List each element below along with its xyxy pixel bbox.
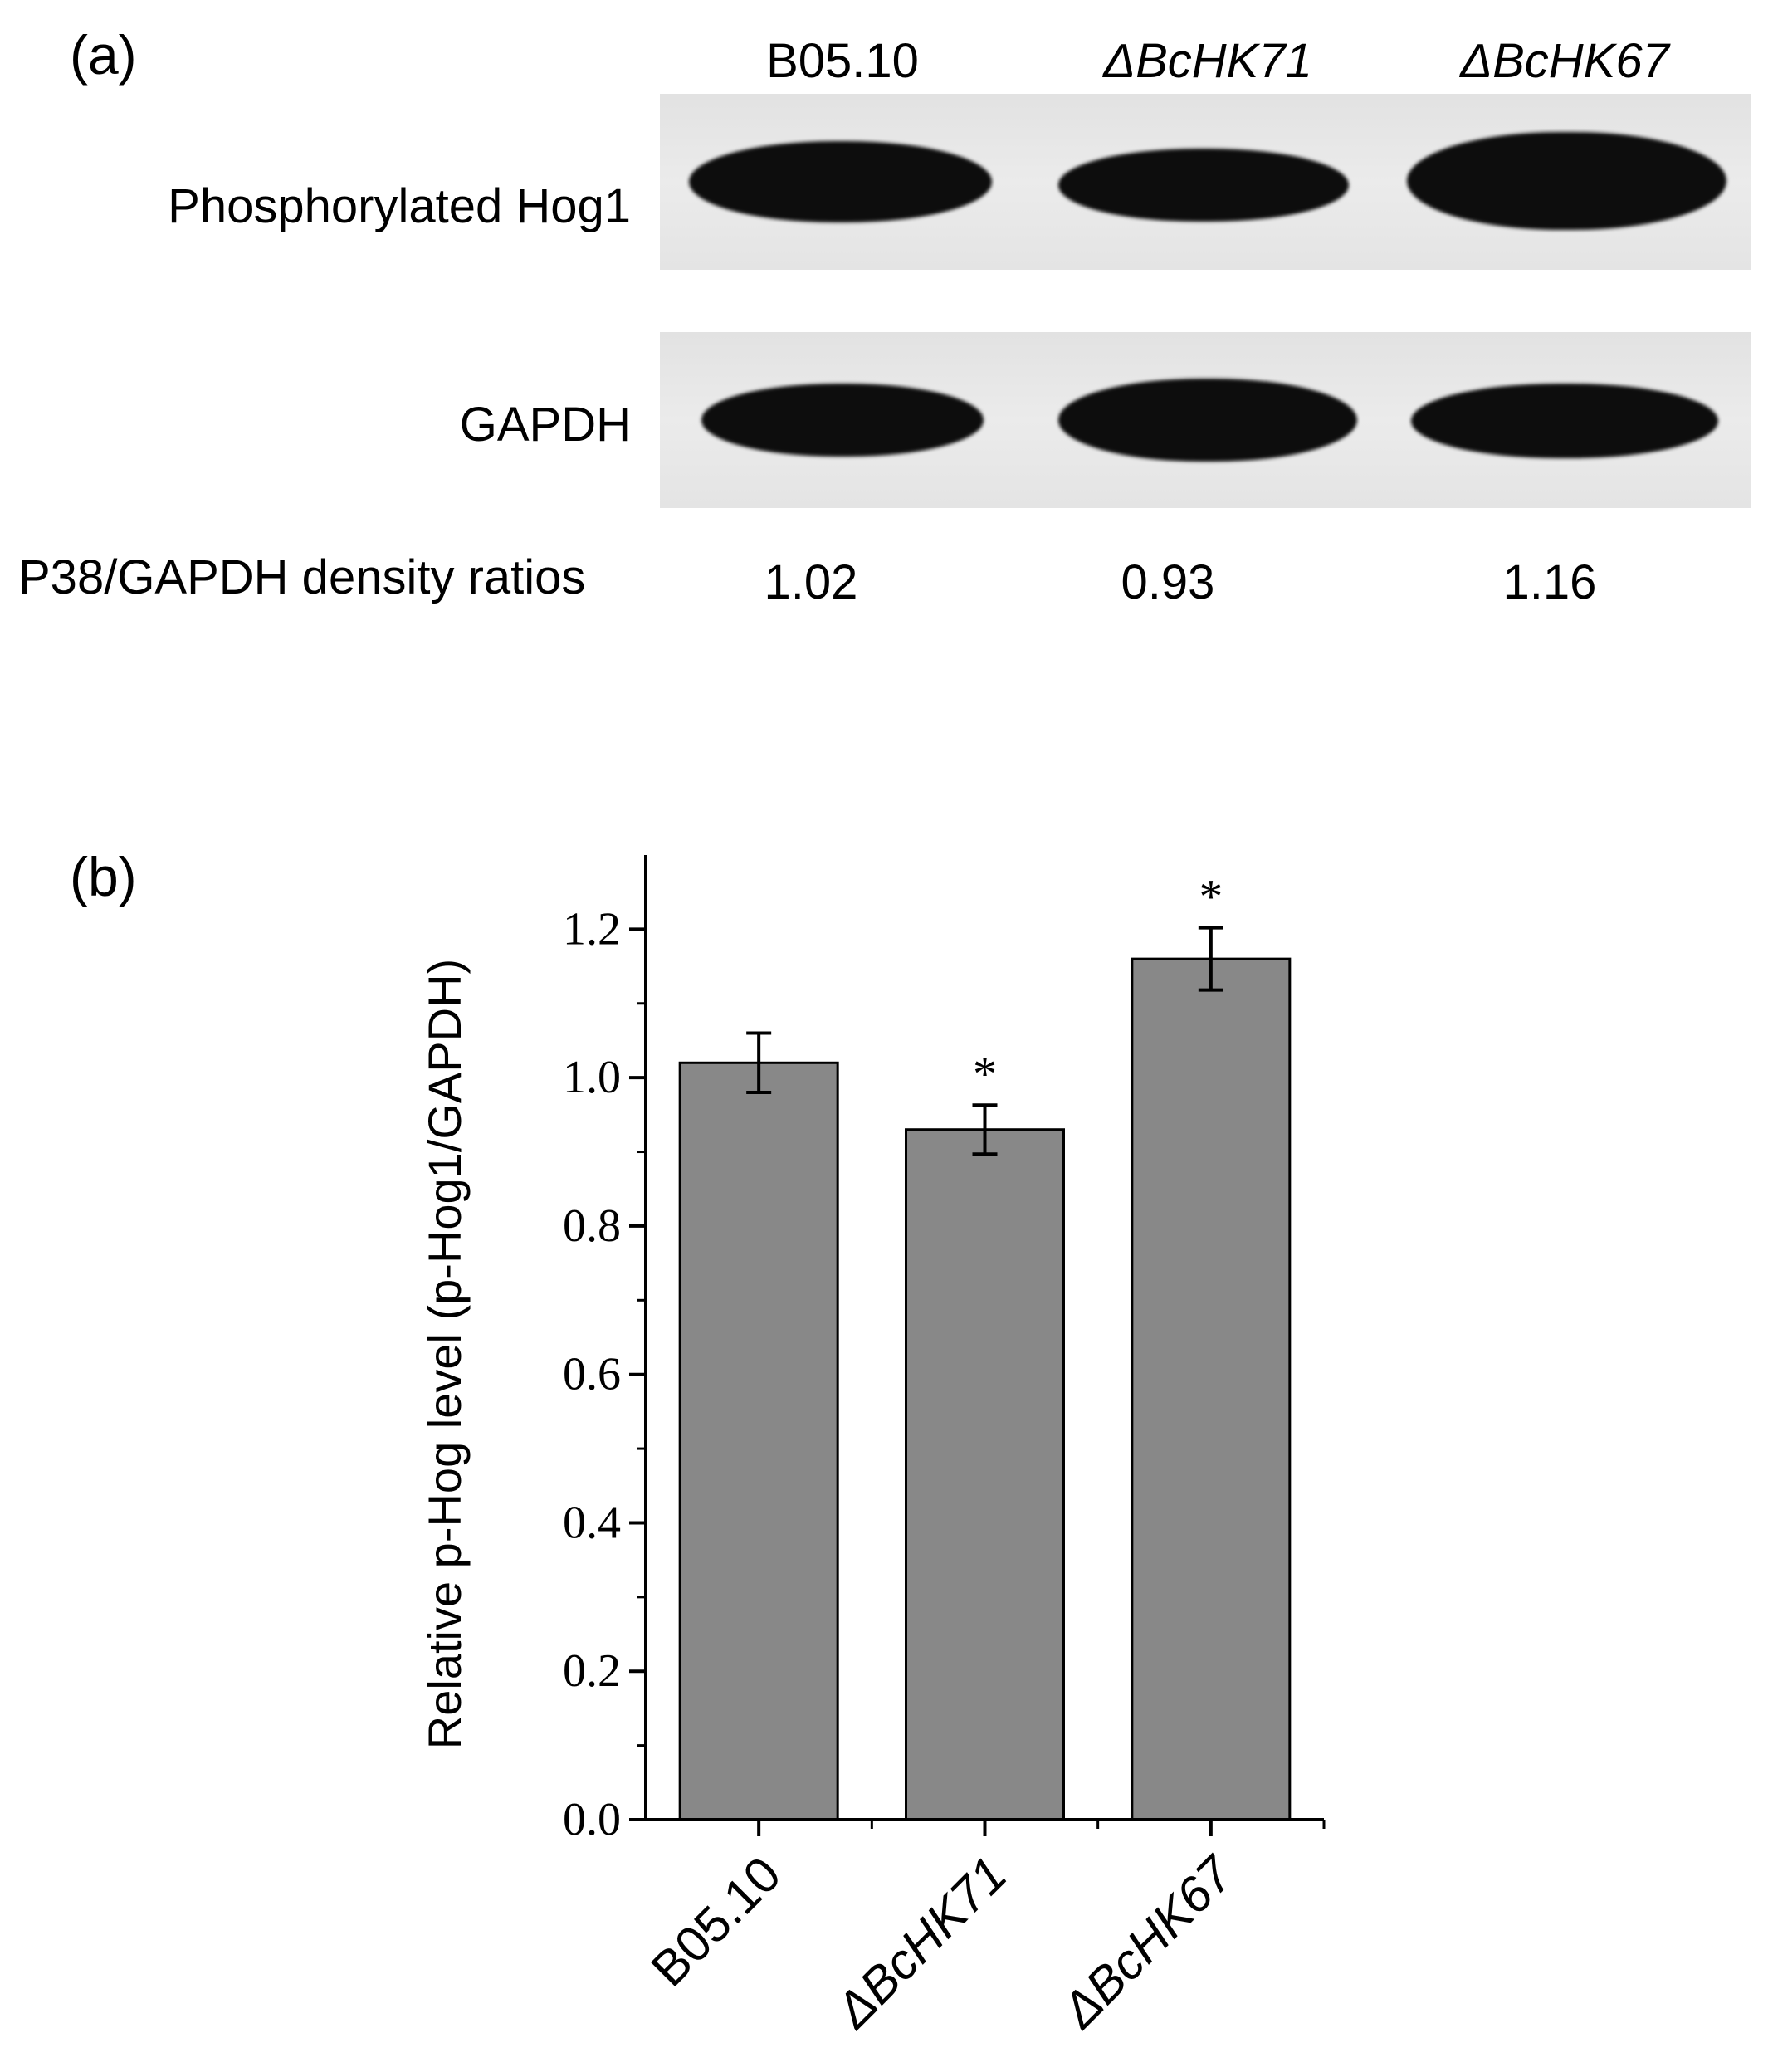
row-label-phospho-hog1: Phosphorylated Hog1 <box>168 179 631 233</box>
error-bar-1 <box>972 1103 998 1156</box>
error-bars-layer <box>746 926 1223 1156</box>
band-gapdh-bchk67 <box>1411 384 1718 458</box>
bar-1 <box>905 1128 1065 1821</box>
blot-gapdh <box>660 332 1751 508</box>
blot-phospho-hog1 <box>660 94 1751 270</box>
lane-label-bchk67: ΔBcHK67 <box>1460 34 1669 88</box>
significance-star-2: * <box>1199 870 1223 924</box>
panel-b-label: (b) <box>70 846 137 907</box>
band-phospho-bchk71 <box>1058 149 1349 222</box>
bar-2 <box>1131 957 1292 1821</box>
y-tick-label-1: 0.2 <box>563 1645 621 1697</box>
ratio-bchk71: 0.93 <box>1121 555 1215 609</box>
significance-star-1: * <box>973 1047 997 1101</box>
bars-layer <box>678 957 1292 1821</box>
y-tick-label-4: 0.8 <box>563 1200 621 1252</box>
x-tick-label-1: ΔBcHK71 <box>824 1846 1018 2040</box>
panel-a-label: (a) <box>70 24 137 86</box>
y-axis-title: Relative p-Hog level (p-Hog1/GAPDH) <box>418 959 471 1749</box>
y-tick-label-0: 0.0 <box>563 1794 621 1845</box>
y-tick-label-5: 1.0 <box>563 1052 621 1103</box>
band-gapdh-b0510 <box>701 384 984 457</box>
lane-label-b0510: B05.10 <box>766 34 919 88</box>
axes-layer <box>629 855 1326 1836</box>
y-tick-label-3: 0.6 <box>563 1349 621 1400</box>
band-gapdh-bchk71 <box>1058 379 1357 462</box>
band-phospho-b0510 <box>689 141 992 222</box>
y-tick-label-2: 0.4 <box>563 1497 621 1548</box>
y-tick-label-6: 1.2 <box>563 903 621 955</box>
x-tick-label-2: ΔBcHK67 <box>1050 1845 1245 2040</box>
ratio-row-label: P38/GAPDH density ratios <box>18 550 586 604</box>
error-bar-2 <box>1198 926 1223 992</box>
ratio-bchk67: 1.16 <box>1502 555 1597 609</box>
lane-label-bchk71: ΔBcHK71 <box>1103 34 1312 88</box>
band-phospho-bchk67 <box>1407 132 1726 230</box>
bar-0 <box>678 1061 839 1821</box>
error-bar-0 <box>746 1031 772 1095</box>
row-label-gapdh: GAPDH <box>459 398 631 452</box>
ratio-b0510: 1.02 <box>764 555 858 609</box>
x-tick-label-0: B05.10 <box>641 1846 792 1997</box>
